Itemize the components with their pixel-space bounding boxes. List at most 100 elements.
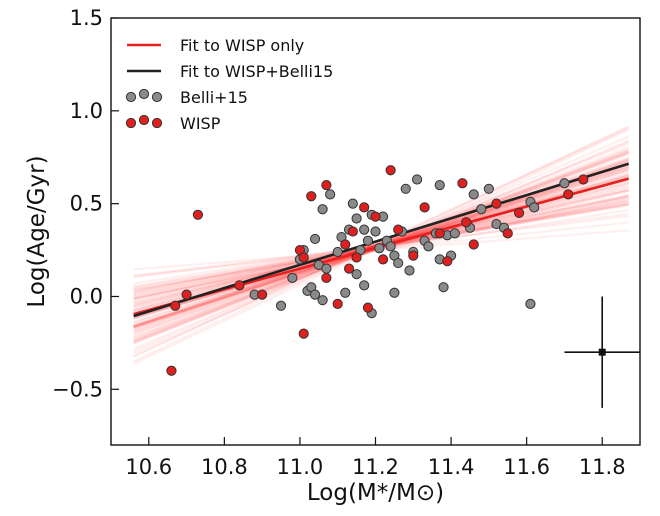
belli-point: [370, 226, 381, 237]
belli-point: [347, 198, 358, 209]
fit-sample-line: [133, 156, 630, 328]
fit-line-wisp-belli: [133, 162, 630, 318]
belli-point: [351, 213, 362, 224]
legend: Fit to WISP only Fit to WISP+Belli15 Belli…: [125, 36, 333, 133]
belli-point: [525, 298, 536, 310]
x-tick-label: 11.2: [352, 455, 399, 479]
wisp-point: [491, 198, 502, 209]
belli-point: [325, 189, 336, 200]
axis-ticks: 10.6 10.8 11.0 11.2 11.4 11.6 11.8 −0.5 0.0 0.5 1.…: [52, 6, 626, 479]
legend-marker-swatch: [138, 88, 150, 100]
wisp-point: [362, 302, 374, 313]
wisp-point: [298, 252, 309, 263]
belli-point: [483, 183, 494, 194]
x-tick-label: 10.6: [125, 455, 172, 479]
wisp-point: [468, 239, 479, 250]
fit-sample-line: [133, 157, 630, 328]
wisp-point: [332, 298, 343, 310]
belli-point: [423, 241, 434, 252]
data-points: [166, 165, 589, 376]
belli-point: [351, 269, 362, 280]
belli-point: [359, 224, 370, 235]
wisp-point: [408, 250, 419, 261]
belli-point: [332, 246, 343, 258]
belli-point: [317, 295, 328, 306]
belli-point: [385, 241, 396, 252]
belli-point: [468, 189, 479, 200]
y-tick-label: 1.0: [70, 99, 103, 123]
fit-sample-line: [133, 174, 629, 312]
wisp-point: [321, 272, 332, 284]
belli-point: [529, 202, 540, 213]
legend-marker-swatch: [151, 117, 163, 129]
legend-marker-swatch: [151, 91, 163, 103]
wisp-point: [347, 226, 358, 237]
legend-label: Fit to WISP only: [180, 36, 304, 55]
belli-point: [434, 179, 445, 191]
wisp-point: [563, 189, 574, 200]
belli-point: [438, 282, 449, 293]
belli-point: [317, 204, 328, 215]
wisp-point: [457, 178, 468, 189]
wisp-point: [377, 254, 389, 265]
belli-point: [411, 174, 423, 185]
x-tick-label: 10.8: [201, 455, 248, 479]
wisp-point: [385, 165, 396, 176]
legend-marker-swatch: [125, 91, 137, 103]
wisp-point: [442, 256, 453, 267]
wisp-point: [343, 263, 355, 274]
belli-point: [359, 280, 370, 291]
belli-point: [287, 272, 298, 284]
wisp-point: [257, 289, 268, 300]
wisp-point: [170, 300, 181, 311]
wisp-point: [419, 202, 430, 213]
belli-point: [393, 257, 404, 269]
error-bar-marker: [598, 348, 606, 356]
legend-label: Fit to WISP+Belli15: [180, 62, 333, 81]
belli-point: [275, 300, 287, 311]
legend-label: Belli+15: [180, 88, 248, 107]
belli-point: [362, 235, 374, 246]
x-tick-label: 11.0: [277, 455, 324, 479]
wisp-point: [461, 217, 472, 228]
x-tick-label: 11.4: [428, 455, 475, 479]
wisp-point: [370, 211, 381, 222]
y-tick-label: 1.5: [70, 6, 103, 30]
wisp-point: [181, 289, 192, 300]
fit-sample-line: [133, 150, 630, 336]
wisp-point: [513, 207, 525, 219]
y-tick-label: −0.5: [52, 377, 103, 401]
x-tick-label: 11.8: [579, 455, 626, 479]
fit-sample-line: [133, 166, 629, 320]
wisp-point: [502, 228, 513, 239]
wisp-point: [359, 202, 370, 213]
legend-label: WISP: [180, 114, 221, 133]
belli-point: [340, 287, 351, 298]
belli-point: [400, 183, 411, 194]
belli-point: [321, 263, 332, 274]
belli-point: [449, 228, 460, 239]
belli-point: [476, 204, 487, 215]
wisp-point: [578, 174, 589, 185]
wisp-point: [393, 224, 404, 235]
wisp-point: [321, 179, 332, 191]
fit-sample-line: [133, 142, 630, 344]
wisp-point: [298, 328, 309, 339]
fit-sample-line: [133, 125, 630, 358]
y-tick-label: 0.0: [70, 284, 103, 308]
x-axis-label: Log(M*/M⊙): [307, 480, 444, 506]
wisp-point: [340, 239, 351, 250]
y-axis-label: Log(Age/Gyr): [24, 155, 50, 307]
wisp-point: [192, 209, 204, 220]
belli-point: [374, 243, 385, 254]
fit-sample-line: [133, 153, 630, 333]
belli-point: [559, 178, 570, 189]
legend-marker-swatch: [125, 117, 137, 129]
wisp-point: [434, 228, 445, 239]
x-tick-label: 11.6: [503, 455, 550, 479]
wisp-point: [166, 365, 177, 376]
belli-point: [404, 265, 415, 276]
wisp-point: [234, 280, 245, 291]
belli-point: [389, 287, 400, 298]
